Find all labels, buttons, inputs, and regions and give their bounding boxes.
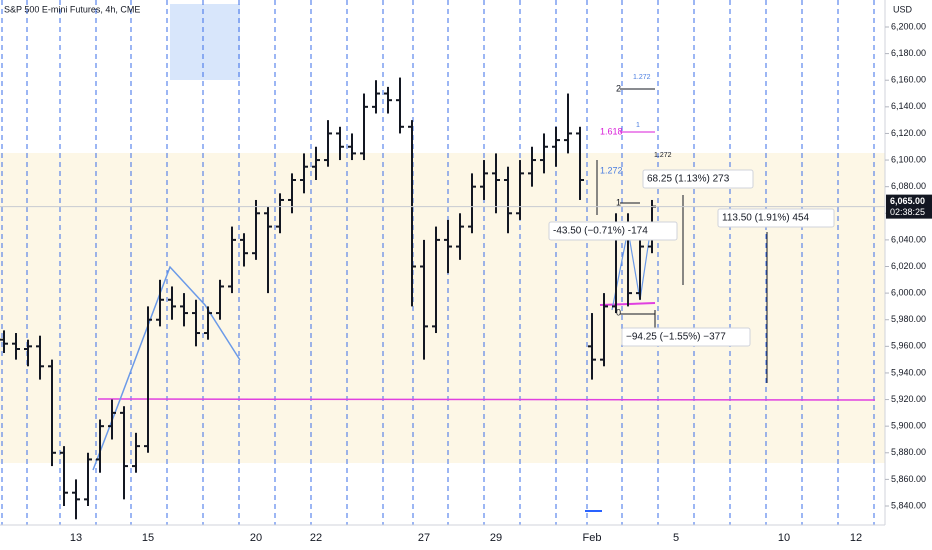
fib-label: 1 (616, 197, 621, 207)
x-tick-label: 20 (250, 532, 262, 544)
measure-label: 68.25 (1.13%) 273 (647, 174, 730, 185)
measure-box (642, 169, 754, 189)
y-tick-label: 5,980.00 (891, 314, 926, 324)
y-tick-label: 5,940.00 (891, 367, 926, 377)
y-tick-label: 5,900.00 (891, 421, 926, 431)
fib-label: 0 (616, 307, 621, 317)
countdown: 02:38:25 (890, 207, 925, 217)
fib-label: 1 (636, 122, 640, 129)
y-tick-label: 6,120.00 (891, 128, 926, 138)
y-tick-label: 5,960.00 (891, 341, 926, 351)
fib-label: 1.618 (600, 126, 623, 136)
measure-box (548, 221, 678, 241)
x-tick-label: 13 (70, 532, 82, 544)
y-axis-label: USD (893, 4, 913, 14)
y-tick-label: 6,200.00 (891, 21, 926, 31)
y-tick-label: 6,080.00 (891, 181, 926, 191)
chart-title: S&P 500 E-mini Futures, 4h, CME (4, 4, 140, 14)
y-tick-label: 5,860.00 (891, 474, 926, 484)
x-tick-label: Feb (583, 532, 602, 544)
measure-label: 113.50 (1.91%) 454 (722, 213, 810, 224)
y-tick-label: 6,140.00 (891, 101, 926, 111)
y-tick-label: 6,000.00 (891, 287, 926, 297)
fib-label: 1.272 (654, 152, 672, 159)
x-tick-label: 12 (850, 532, 862, 544)
y-tick-label: 6,180.00 (891, 48, 926, 58)
y-tick-label: 5,840.00 (891, 500, 926, 510)
y-tick-label: 6,020.00 (891, 261, 926, 271)
y-tick-label: 5,880.00 (891, 447, 926, 457)
highlight-box (170, 4, 240, 80)
x-tick-label: 27 (418, 532, 430, 544)
y-tick-label: 6,040.00 (891, 234, 926, 244)
last-price-box (886, 194, 932, 219)
fib-label: 2 (616, 83, 621, 93)
fib-label: 1.272 (600, 165, 623, 175)
fib-label: 1.272 (633, 74, 651, 81)
range-zone (0, 153, 885, 463)
measure-label: -43.50 (−0.71%) -174 (553, 226, 648, 237)
y-tick-label: 6,160.00 (891, 75, 926, 85)
x-tick-label: 15 (142, 532, 154, 544)
x-tick-label: 29 (490, 532, 502, 544)
y-tick-label: 5,920.00 (891, 394, 926, 404)
x-tick-label: 22 (310, 532, 322, 544)
x-tick-label: 10 (778, 532, 790, 544)
trend-line (611, 219, 653, 311)
last-price: 6,065.00 (890, 196, 925, 206)
measure-box (717, 208, 835, 228)
measure-box (621, 327, 751, 347)
support-line (97, 398, 876, 401)
y-tick-label: 6,100.00 (891, 154, 926, 164)
measure-label: −94.25 (−1.55%) −377 (626, 332, 726, 343)
x-tick-label: 5 (673, 532, 679, 544)
